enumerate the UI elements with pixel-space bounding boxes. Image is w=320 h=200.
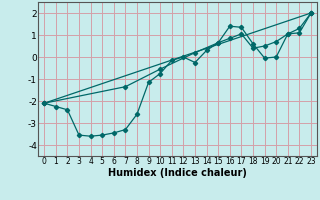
X-axis label: Humidex (Indice chaleur): Humidex (Indice chaleur) (108, 168, 247, 178)
